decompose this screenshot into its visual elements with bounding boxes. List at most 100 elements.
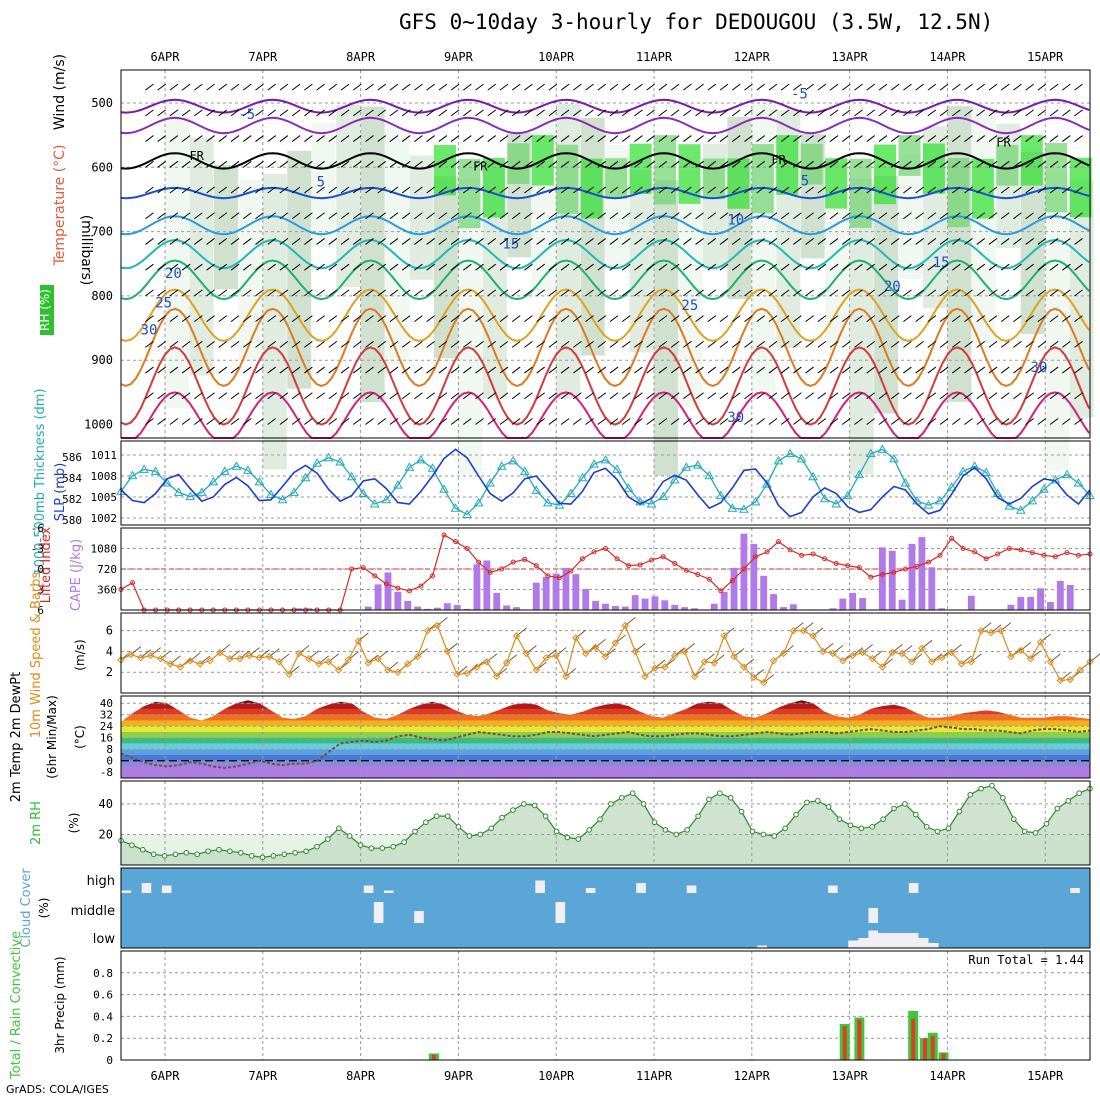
- wind-barb: [377, 109, 387, 117]
- wind10-point: [334, 666, 343, 674]
- wind-barb: [316, 289, 325, 297]
- cloud-cell-high: [252, 868, 263, 893]
- cloud-label-high: high: [87, 874, 115, 889]
- wind-barb: [328, 212, 338, 220]
- cloud-cell-high: [555, 868, 566, 893]
- wind-barb: [683, 392, 692, 400]
- wind-barb: [316, 418, 325, 425]
- wind-barb: [150, 647, 161, 656]
- wind10-point: [522, 649, 531, 658]
- wind-barb: [793, 622, 804, 632]
- wind-barb: [1049, 238, 1059, 245]
- wind-barb: [352, 238, 362, 245]
- wind-barb: [328, 392, 338, 400]
- cape-bar: [542, 576, 550, 610]
- wind-barb: [1025, 418, 1034, 425]
- thickness-point: [1050, 474, 1061, 484]
- wind-barb: [915, 392, 924, 400]
- wind10-point: [364, 659, 372, 667]
- wind-barb: [145, 186, 154, 194]
- cloud-cell-middle: [423, 893, 435, 923]
- wind-barb: [695, 315, 704, 323]
- wind-barb: [658, 83, 668, 91]
- wind-barb: [206, 109, 215, 117]
- wind-barb: [731, 83, 741, 91]
- wind-barb: [340, 289, 350, 297]
- wind-barb: [976, 238, 986, 245]
- wind-barb: [450, 418, 460, 425]
- wind-barb: [1049, 340, 1059, 348]
- rh-shading: [482, 160, 507, 399]
- wind-barb: [565, 667, 577, 677]
- cloud-cell-high: [423, 868, 435, 893]
- wind-barb: [829, 109, 839, 117]
- cape-bar: [1017, 596, 1025, 610]
- isotherm-line: [120, 186, 1090, 200]
- wind-barb: [1013, 340, 1022, 348]
- cloud-cell-high: [958, 868, 970, 893]
- wind-barb: [719, 418, 729, 425]
- wind-barb: [964, 212, 973, 220]
- wind10-point: [888, 648, 896, 657]
- thickness-point: [542, 497, 553, 507]
- wind10-point: [789, 626, 798, 635]
- cloud-cell-high: [989, 868, 1000, 893]
- wind-barb: [756, 109, 766, 117]
- rh-point: [804, 799, 810, 806]
- rh-point: [248, 853, 255, 859]
- wind-barb: [707, 212, 717, 220]
- panel-frame: [120, 950, 1091, 1061]
- cape-bar: [789, 604, 797, 610]
- wind-barb: [763, 674, 775, 684]
- thickness-point: [935, 495, 945, 505]
- wind-barb: [756, 186, 766, 194]
- cloud-cell-middle: [181, 893, 193, 923]
- wind-barb: [597, 315, 607, 323]
- wind-barb: [793, 135, 802, 142]
- precip-total-bar: [908, 1010, 919, 1060]
- wind-barb: [389, 392, 399, 400]
- li-point: [787, 547, 793, 553]
- wind-barb: [157, 366, 166, 374]
- wind-barb: [496, 667, 508, 677]
- wind-barb: [450, 315, 460, 323]
- wind-barb: [1037, 160, 1047, 168]
- cloud-cell-middle: [857, 893, 869, 923]
- cloud-cell-high: [1019, 868, 1030, 893]
- wind-barb: [548, 160, 558, 168]
- rh-point: [455, 824, 462, 830]
- wind-barb: [646, 263, 655, 271]
- cloud-cell-middle: [716, 893, 728, 923]
- wind-barb: [304, 289, 313, 297]
- wind-barb: [511, 83, 521, 91]
- cape-bar: [552, 573, 560, 610]
- wind-barb: [524, 418, 533, 425]
- thickness-point: [381, 494, 392, 504]
- date-label-top: 10APR: [538, 50, 575, 64]
- wind-barb: [365, 392, 374, 400]
- rh-point: [651, 819, 658, 826]
- wind-barb: [756, 160, 766, 168]
- wind-barb: [487, 392, 497, 400]
- thickness-point: [612, 464, 622, 473]
- wind-barb: [842, 652, 854, 662]
- wind-barb: [170, 655, 181, 665]
- li-point: [1018, 547, 1024, 553]
- wind-barb: [890, 83, 900, 91]
- wind10-point: [344, 656, 353, 664]
- cape-bar: [720, 591, 728, 610]
- axis-label-cloud: Cloud Cover: [19, 868, 34, 948]
- wind-barb: [548, 238, 558, 245]
- wind10-point: [235, 654, 244, 663]
- wind-barb: [939, 109, 949, 117]
- wind-barb: [707, 109, 717, 117]
- wind-barb: [206, 418, 215, 425]
- wind-barb: [218, 340, 228, 348]
- wind10-point: [206, 657, 214, 665]
- wind-barb: [866, 340, 876, 348]
- wind-barb: [487, 109, 497, 117]
- wind-barb: [462, 186, 472, 194]
- wind-barb: [951, 263, 961, 271]
- li-point: [614, 556, 620, 562]
- rh-point: [401, 839, 407, 845]
